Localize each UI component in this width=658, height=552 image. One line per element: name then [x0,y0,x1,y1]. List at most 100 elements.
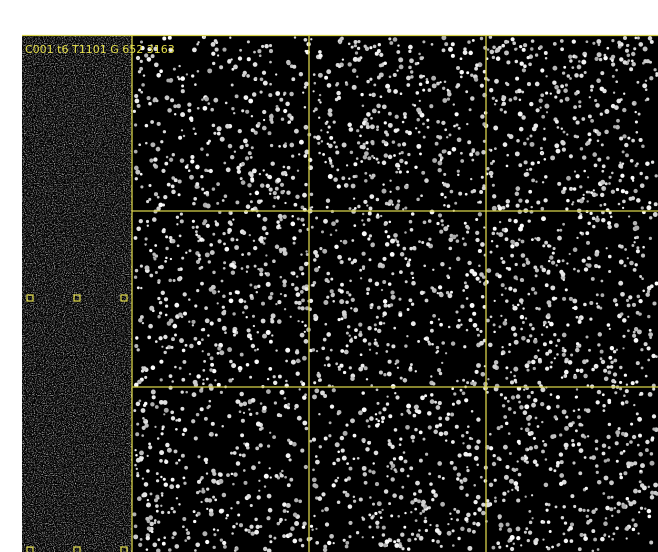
spot [533,367,536,370]
spot [492,462,496,466]
spot [400,468,405,473]
spot [152,253,156,256]
spot [339,299,344,304]
spot [439,323,443,327]
spot [601,218,605,222]
spot [587,176,589,178]
spot [414,405,419,410]
spot [392,140,395,143]
spot [400,377,403,380]
spot [453,125,456,128]
spot [520,544,522,546]
spot [416,107,421,112]
spot [399,170,402,173]
spot [382,526,386,530]
spot [291,283,294,286]
spot [335,98,338,101]
spot [180,213,183,216]
spot [560,84,564,88]
spot [526,137,529,140]
spot [140,173,143,176]
spot [163,478,166,481]
spot [531,327,534,330]
spot [596,305,600,309]
spot [456,477,459,480]
spot [526,369,529,372]
spot [562,353,566,357]
spot [325,356,329,360]
spot [539,99,543,103]
spot [402,121,405,124]
spot [211,42,216,47]
spot [600,537,605,542]
spot [291,360,296,365]
spot [337,412,340,415]
spot [603,56,607,60]
spot [595,217,600,222]
spot [152,542,157,547]
spot [178,65,180,67]
spot [398,298,401,301]
spot [216,182,220,186]
spot [239,392,243,396]
spot [447,92,452,97]
spot [642,83,647,88]
spot [625,389,629,393]
spot [139,219,143,223]
spot [636,236,639,239]
spot [301,299,305,303]
spot [568,55,572,59]
spot [586,200,588,202]
spot [478,212,482,216]
spot [194,436,198,440]
spot [165,95,170,100]
spot [204,306,208,310]
spot [319,247,322,250]
spot [557,182,561,186]
spot [443,226,448,231]
spot [561,272,566,277]
spot [546,509,549,512]
spot [531,179,535,183]
spot [587,435,589,437]
spot [638,314,640,316]
spot [370,243,375,248]
spot [609,480,614,485]
spot [549,530,552,533]
spot [215,48,219,52]
spot [253,51,256,54]
spot [155,340,158,343]
spot [244,300,247,303]
spot [369,46,372,49]
spot [371,303,374,306]
spot [426,78,429,81]
spot [506,60,510,64]
spot [503,321,508,326]
spot [578,471,582,475]
spot [401,151,404,154]
spot [337,184,341,188]
spot [579,185,582,188]
spot [134,123,137,126]
spot [414,428,418,432]
spot [530,135,533,138]
spot [230,155,234,159]
spot [317,142,320,145]
spot [533,398,537,402]
spot [490,50,495,55]
spot [583,534,586,537]
spot [442,98,447,103]
spot [213,98,218,103]
spot [300,253,302,255]
spot [216,202,219,205]
spot [178,459,181,462]
spot [194,304,197,307]
spot [621,401,625,405]
spot [512,41,516,45]
spot [435,528,440,533]
spot [328,144,333,149]
micrograph-view: C001 t6 T1101 G 652 3163 [0,0,658,552]
spot [582,155,586,159]
spot [140,185,143,188]
spot [619,137,622,140]
